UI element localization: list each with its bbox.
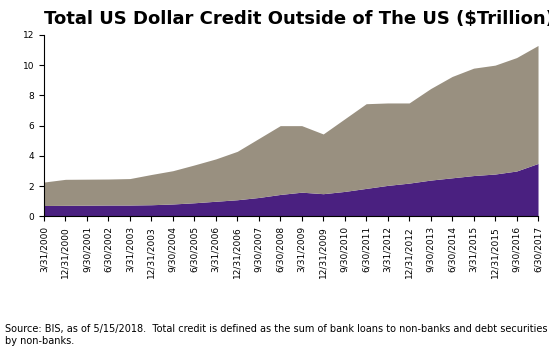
Text: Total US Dollar Credit Outside of The US ($Trillion): Total US Dollar Credit Outside of The US… xyxy=(44,10,549,29)
Text: Source: BIS, as of 5/15/2018.  Total credit is defined as the sum of bank loans : Source: BIS, as of 5/15/2018. Total cred… xyxy=(5,324,549,346)
